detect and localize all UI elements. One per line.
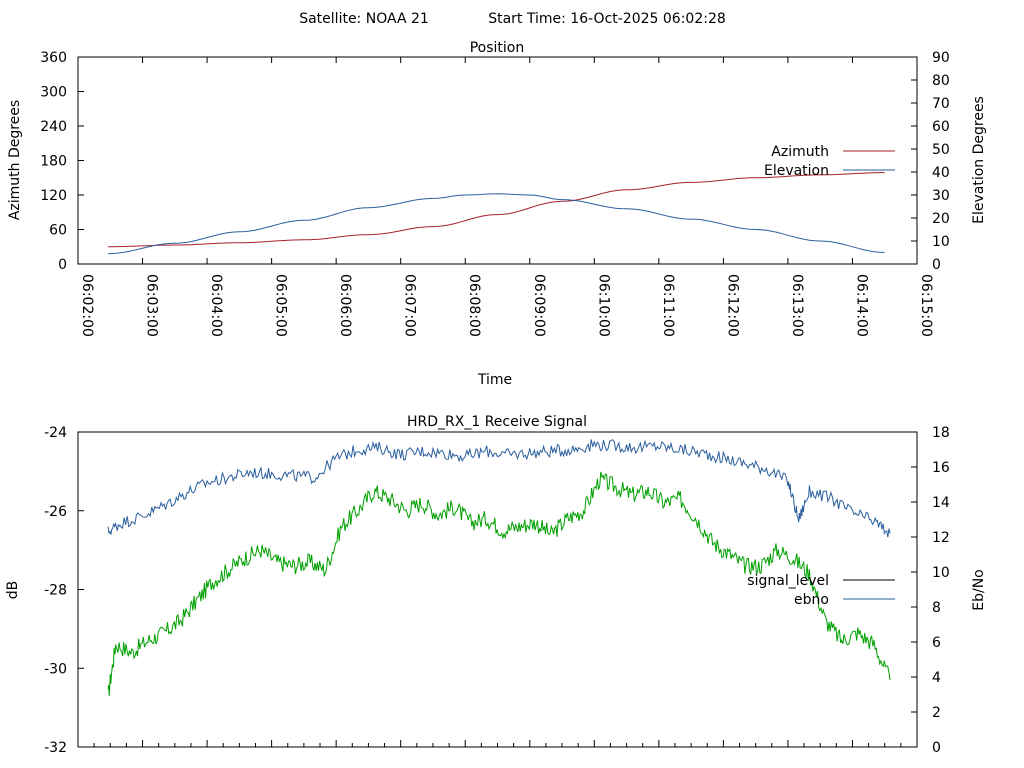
position-x-tick-label: 06:03:00 [144, 274, 160, 337]
position-x-tick-label: 06:11:00 [660, 274, 676, 337]
signal-y2-tick-label: 2 [932, 705, 941, 721]
signal-y2-tick-label: 8 [932, 600, 941, 616]
signal-line-ebno [107, 439, 891, 538]
signal-y-tick-label: -26 [44, 504, 67, 520]
signal-y-tick-label: -30 [44, 661, 67, 677]
position-legend-label-azimuth: Azimuth [771, 144, 829, 160]
position-plot-frame [77, 56, 918, 265]
signal-legend-label-signal-level: signal_level [747, 573, 829, 589]
position-x-tick-label: 06:06:00 [337, 274, 353, 337]
position-y2-tick-label: 30 [932, 188, 950, 204]
signal-y2-tick-label: 0 [932, 740, 941, 756]
start-time-label: Start Time: 16-Oct-2025 06:02:28 [488, 11, 726, 27]
signal-y2-axis-label: Eb/No [971, 569, 987, 611]
position-y-tick-label: 300 [40, 85, 67, 101]
signal-y2-tick-label: 18 [932, 425, 950, 441]
position-x-tick-label: 06:05:00 [273, 274, 289, 337]
position-legend-label-elevation: Elevation [764, 163, 829, 179]
position-line-azimuth [108, 172, 885, 248]
position-chart-title: Position [470, 40, 525, 56]
signal-legend-label-ebno: ebno [794, 592, 829, 608]
satellite-label: Satellite: NOAA 21 [299, 11, 429, 27]
position-chart: Position Azimuth Degrees Elevation Degre… [7, 40, 987, 388]
position-x-axis-label: Time [477, 372, 512, 388]
position-y-tick-label: 240 [40, 119, 67, 135]
receive-signal-chart: HRD_RX_1 Receive Signal dB Eb/No -32-30-… [5, 414, 987, 756]
position-x-tick-label: 06:02:00 [79, 274, 95, 337]
position-x-tick-label: 06:04:00 [208, 274, 224, 337]
position-axes: 0 60 120 180 240 300 360 0 10 20 30 40 50 60 70 80 90 06:… [40, 50, 950, 337]
position-y2-tick-label: 10 [932, 234, 950, 250]
position-x-tick-label: 06:14:00 [853, 274, 869, 337]
position-y2-axis-label: Elevation Degrees [971, 96, 987, 224]
position-y-axis-label: Azimuth Degrees [7, 100, 23, 220]
signal-y2-tick-label: 4 [932, 670, 941, 686]
position-y2-tick-label: 80 [932, 73, 950, 89]
position-x-tick-label: 06:08:00 [466, 274, 482, 337]
position-y-tick-label: 360 [40, 50, 67, 66]
position-x-tick-label: 06:15:00 [918, 274, 934, 337]
position-y2-tick-label: 20 [932, 211, 950, 227]
position-x-tick-label: 06:10:00 [595, 274, 611, 337]
position-y-tick-label: 0 [58, 257, 67, 273]
signal-line-signal-level [107, 471, 891, 696]
signal-series [107, 439, 891, 696]
signal-y-axis-label: dB [5, 581, 21, 600]
position-line-elevation [108, 193, 885, 255]
position-legend: Azimuth Elevation [764, 144, 895, 179]
signal-y2-tick-label: 6 [932, 635, 941, 651]
signal-y-tick-label: -24 [44, 425, 67, 441]
position-y-tick-label: 120 [40, 188, 67, 204]
position-x-tick-label: 06:07:00 [402, 274, 418, 337]
signal-y-tick-label: -28 [44, 583, 67, 599]
signal-y2-tick-label: 10 [932, 565, 950, 581]
position-y2-tick-label: 40 [932, 165, 950, 181]
position-x-tick-label: 06:12:00 [724, 274, 740, 337]
position-x-tick-label: 06:09:00 [531, 274, 547, 337]
position-y2-tick-label: 60 [932, 119, 950, 135]
signal-y-tick-label: -32 [44, 740, 67, 756]
signal-y2-tick-label: 16 [932, 460, 950, 476]
signal-chart-title: HRD_RX_1 Receive Signal [407, 414, 587, 430]
position-y-tick-label: 180 [40, 154, 67, 170]
signal-axes: -32 -30 -28 -26 -24 0 2 4 6 8 10 12 14 16 18 [44, 425, 950, 756]
position-y-tick-label: 60 [49, 223, 67, 239]
position-x-tick-label: 06:13:00 [789, 274, 805, 337]
position-series [108, 172, 885, 255]
signal-y2-tick-label: 14 [932, 495, 950, 511]
position-y2-tick-label: 50 [932, 142, 950, 158]
position-y2-tick-label: 70 [932, 96, 950, 112]
signal-y2-tick-label: 12 [932, 530, 950, 546]
position-y2-tick-label: 0 [932, 257, 941, 273]
position-y2-tick-label: 90 [932, 50, 950, 66]
